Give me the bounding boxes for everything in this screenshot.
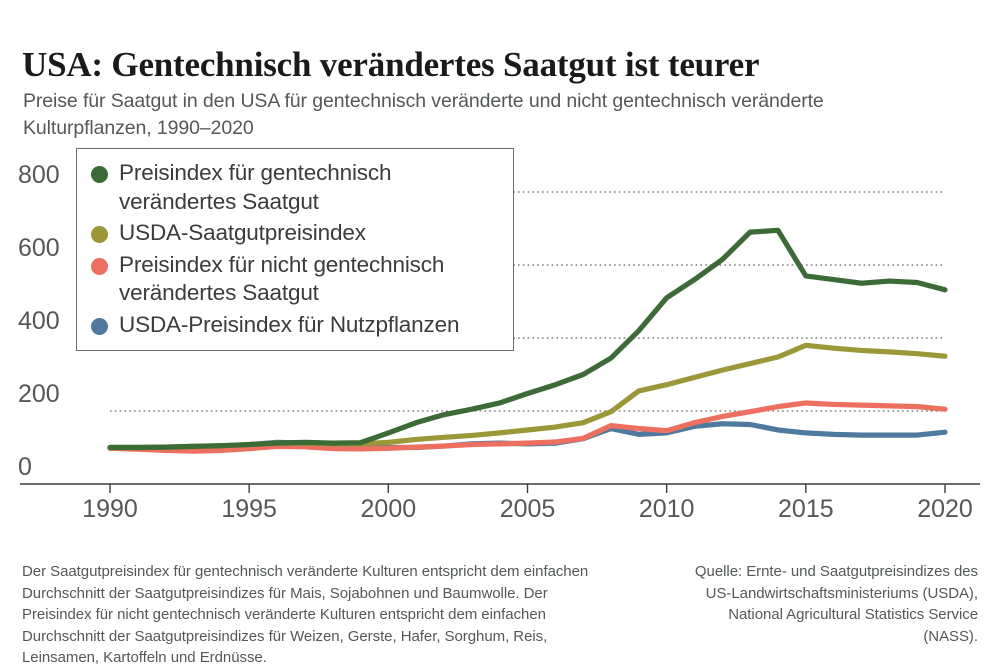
x-axis-tick-label: 2005 — [499, 495, 556, 523]
x-axis-tick-label: 2000 — [360, 495, 417, 523]
legend-color-swatch-icon — [91, 257, 108, 275]
chart-legend: Preisindex für gentechnisch verändertes … — [76, 148, 514, 351]
y-axis-tick-label: 400 — [18, 307, 60, 335]
legend-color-swatch-icon — [91, 166, 108, 183]
x-axis-tick-label: 2015 — [778, 495, 834, 523]
source-text: Quelle: Ernte- und Saatgutpreisindizes d… — [694, 563, 978, 645]
legend-item[interactable]: USDA-Preisindex für Nutzpflanzen — [91, 311, 499, 340]
series-line — [107, 400, 948, 454]
page-title: USA: Gentechnisch verändertes Saatgut is… — [22, 45, 760, 85]
y-axis-tick-label: 600 — [18, 234, 60, 262]
footnote-text: Der Saatgutpreisindex für gentechnisch v… — [22, 563, 589, 666]
legend-color-swatch-icon — [91, 317, 108, 335]
y-axis-tick-label: 0 — [18, 453, 32, 481]
x-axis-tick-label: 1990 — [82, 495, 138, 523]
legend-item[interactable]: USDA-Saatgutpreisindex — [91, 219, 499, 248]
legend-item[interactable]: Preisindex für gentechnisch verändertes … — [91, 159, 499, 216]
legend-item-label: USDA-Preisindex für Nutzpflanzen — [119, 311, 460, 337]
legend-item-label: Preisindex für nicht gentechnisch veränd… — [119, 251, 445, 306]
series-line — [107, 227, 948, 451]
x-axis-tick-label: 2010 — [638, 495, 695, 523]
y-axis-tick-label: 800 — [18, 161, 60, 189]
chart-canvas — [20, 191, 980, 493]
page-subtitle: Preise für Saatgut in den USA für gentec… — [23, 89, 824, 139]
line-chart: 0 200 400 600 800 1990 1995 2000 2005 2010 2015 202… — [18, 161, 980, 523]
y-axis-tick-label: 200 — [18, 380, 60, 408]
x-axis-tick-label: 2020 — [917, 495, 973, 523]
legend-item[interactable]: Preisindex für nicht gentechnisch veränd… — [91, 251, 499, 308]
legend-item-label: USDA-Saatgutpreisindex — [119, 220, 366, 245]
legend-item-label: Preisindex für gentechnisch verändertes … — [119, 160, 392, 214]
x-axis-tick-label: 1995 — [221, 495, 277, 523]
legend-color-swatch-icon — [91, 226, 108, 243]
